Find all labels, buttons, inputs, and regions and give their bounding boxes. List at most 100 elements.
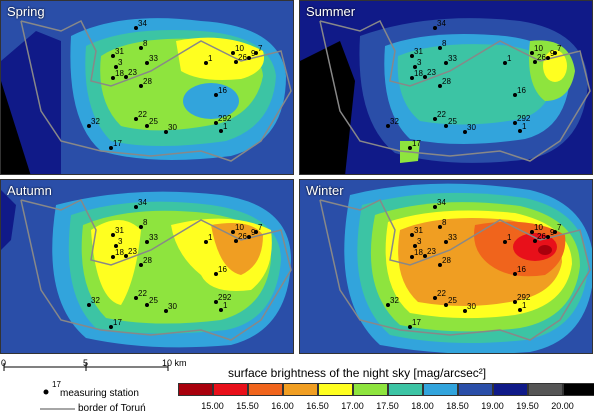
- station-label: 9: [550, 228, 555, 237]
- station-dot: [139, 46, 143, 50]
- station-label: 23: [427, 68, 436, 77]
- station-dot: [438, 84, 442, 88]
- station-label: 26: [537, 53, 546, 62]
- station-label: 34: [138, 19, 147, 28]
- station-dot: [219, 308, 223, 312]
- station-dot: [444, 61, 448, 65]
- station-dot: [413, 65, 417, 69]
- legend-value: 20.00: [551, 401, 574, 411]
- station-label: 292: [218, 293, 232, 302]
- station-dot: [234, 60, 238, 64]
- station-label: 292: [517, 114, 531, 123]
- station-label: 31: [414, 226, 423, 235]
- scale-start: 0: [1, 358, 7, 368]
- legend-swatch: [493, 383, 528, 396]
- station-dot: [214, 121, 218, 125]
- station-dot: [386, 124, 390, 128]
- station-label: 17: [412, 139, 421, 148]
- station-label: 1: [208, 54, 213, 63]
- station-label: 23: [128, 68, 137, 77]
- scale-bar: [3, 363, 169, 371]
- map-panel-autumn: 34 8 31 33 3 18 23 28 1 10 26 9 7 16 22 25 32 30 292 1 17 Au…: [0, 179, 294, 354]
- legend-value: 17.00: [341, 401, 364, 411]
- station-dot: [139, 84, 143, 88]
- station-dot: [444, 240, 448, 244]
- station-dot: [413, 244, 417, 248]
- legend-swatch: [423, 383, 458, 396]
- station-label: 8: [442, 218, 447, 227]
- station-label: 8: [143, 218, 148, 227]
- station-label: 22: [437, 289, 446, 298]
- key-symbols: [40, 389, 75, 410]
- station-dot: [408, 325, 412, 329]
- station-dot: [114, 244, 118, 248]
- station-label: 33: [448, 233, 457, 242]
- station-label: 28: [442, 256, 451, 265]
- station-dot: [503, 61, 507, 65]
- station-label: 26: [238, 53, 247, 62]
- station-dot-icon: [43, 389, 49, 395]
- station-label: 3: [118, 237, 123, 246]
- station-dot: [204, 61, 208, 65]
- legend-value: 19.00: [481, 401, 504, 411]
- station-label: 25: [149, 117, 158, 126]
- station-label: 1: [507, 233, 512, 242]
- station-label: 30: [168, 123, 177, 132]
- station-label: 22: [138, 289, 147, 298]
- station-dot: [438, 263, 442, 267]
- legend-swatch: [563, 383, 594, 396]
- station-label: 18: [414, 248, 423, 257]
- station-dot: [518, 129, 522, 133]
- station-label: 22: [138, 110, 147, 119]
- legend-swatch: [388, 383, 423, 396]
- station-dot: [164, 309, 168, 313]
- station-label: 33: [149, 54, 158, 63]
- station-dot: [433, 296, 437, 300]
- station-dot: [219, 129, 223, 133]
- station-label: 18: [115, 69, 124, 78]
- station-dot: [503, 240, 507, 244]
- station-dot: [234, 239, 238, 243]
- legend-swatch: [528, 383, 563, 396]
- station-dot: [423, 75, 427, 79]
- station-dot: [530, 230, 534, 234]
- station-label: 25: [448, 296, 457, 305]
- station-dot: [513, 272, 517, 276]
- station-label: 8: [143, 39, 148, 48]
- station-label: 33: [448, 54, 457, 63]
- station-label: 1: [223, 301, 228, 310]
- station-dot: [231, 230, 235, 234]
- legend-value: 18.50: [446, 401, 469, 411]
- legend-swatch: [213, 383, 248, 396]
- station-dot: [139, 263, 143, 267]
- station-label: 30: [467, 123, 476, 132]
- station-label: 9: [251, 49, 256, 58]
- legend-value: 15.50: [236, 401, 259, 411]
- station-dot: [87, 303, 91, 307]
- legend-value: 19.50: [516, 401, 539, 411]
- key-border-label: border of Toruń: [78, 403, 146, 414]
- station-dot: [530, 51, 534, 55]
- station-label: 1: [522, 122, 527, 131]
- station-label: 9: [550, 49, 555, 58]
- station-dot: [231, 51, 235, 55]
- station-label: 31: [115, 226, 124, 235]
- station-label: 292: [218, 114, 232, 123]
- station-dot: [254, 51, 258, 55]
- station-label: 16: [517, 86, 526, 95]
- station-label: 25: [149, 296, 158, 305]
- station-dot: [247, 235, 251, 239]
- station-label: 30: [168, 302, 177, 311]
- station-label: 18: [414, 69, 423, 78]
- station-label: 3: [417, 237, 422, 246]
- station-label: 32: [390, 117, 399, 126]
- station-dot: [423, 254, 427, 258]
- scale-mid: 5: [83, 358, 89, 368]
- station-dot: [87, 124, 91, 128]
- station-dot: [463, 130, 467, 134]
- station-label: 23: [128, 247, 137, 256]
- station-label: 7: [557, 223, 562, 232]
- station-label: 32: [91, 296, 100, 305]
- station-dot: [145, 124, 149, 128]
